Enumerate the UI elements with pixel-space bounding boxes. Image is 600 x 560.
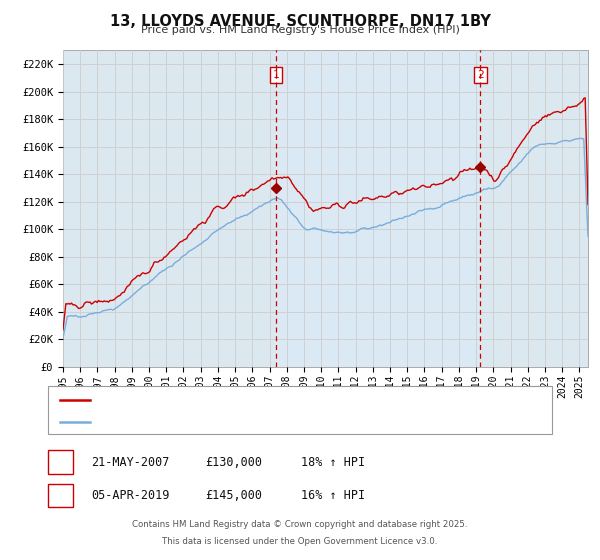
Text: Price paid vs. HM Land Registry's House Price Index (HPI): Price paid vs. HM Land Registry's House … <box>140 25 460 35</box>
Text: 18% ↑ HPI: 18% ↑ HPI <box>301 455 365 469</box>
Text: HPI: Average price, semi-detached house, North Lincolnshire: HPI: Average price, semi-detached house,… <box>96 417 413 427</box>
Text: 1: 1 <box>57 455 64 469</box>
Bar <box>276 50 481 367</box>
Text: 05-APR-2019: 05-APR-2019 <box>91 489 170 502</box>
Text: £145,000: £145,000 <box>205 489 262 502</box>
Text: This data is licensed under the Open Government Licence v3.0.: This data is licensed under the Open Gov… <box>163 537 437 546</box>
Text: 1: 1 <box>273 70 280 80</box>
Text: £130,000: £130,000 <box>205 455 262 469</box>
Text: 13, LLOYDS AVENUE, SCUNTHORPE, DN17 1BY: 13, LLOYDS AVENUE, SCUNTHORPE, DN17 1BY <box>110 14 490 29</box>
Text: 2: 2 <box>57 489 64 502</box>
Text: 16% ↑ HPI: 16% ↑ HPI <box>301 489 365 502</box>
Text: Contains HM Land Registry data © Crown copyright and database right 2025.: Contains HM Land Registry data © Crown c… <box>132 520 468 529</box>
Text: 21-MAY-2007: 21-MAY-2007 <box>91 455 170 469</box>
Text: 2: 2 <box>477 70 484 80</box>
Text: 13, LLOYDS AVENUE, SCUNTHORPE, DN17 1BY (semi-detached house): 13, LLOYDS AVENUE, SCUNTHORPE, DN17 1BY … <box>96 395 461 405</box>
